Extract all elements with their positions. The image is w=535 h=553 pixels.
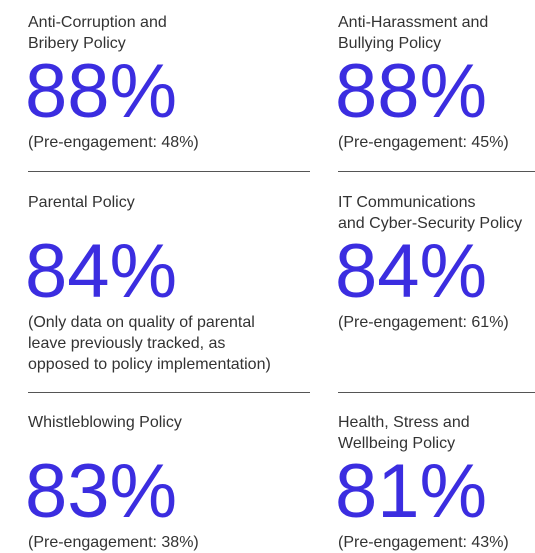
title-line: IT Communications [338,194,476,211]
title-line: Wellbeing Policy [338,435,456,452]
stat-cell: IT Communications and Cyber-Security Poli… [335,192,535,331]
title-line: Health, Stress and [338,414,470,431]
note-line: leave previously tracked, as [28,335,226,352]
note-line: (Only data on quality of parental [28,314,255,331]
stat-note: (Pre-engagement: 45%) [338,132,509,153]
stat-note: (Pre-engagement: 38%) [28,532,199,553]
stat-cell: Whistleblowing Policy 83% (Pre-engagement:… [25,412,328,551]
stat-title: IT Communications and Cyber-Security Poli… [338,192,535,234]
stat-title: Anti-Corruption and Bribery Policy [28,12,328,54]
stat-title: Health, Stress and Wellbeing Policy [338,412,535,454]
title-line: Bribery Policy [28,35,126,52]
stat-value: 81% [335,449,488,534]
title-line: Anti-Harassment and [338,14,489,31]
title-line: Anti-Corruption and [28,14,167,31]
title-line: Bullying Policy [338,35,442,52]
note-line: opposed to policy implementation) [28,356,271,373]
stat-note: (Pre-engagement: 48%) [28,132,199,153]
title-line: and Cyber-Security Policy [338,215,523,232]
divider [338,171,535,172]
stat-cell: Parental Policy 84% (Only data on quality … [25,192,328,373]
stat-value: 88% [25,49,178,134]
stat-cell: Anti-Corruption and Bribery Policy 88% (Pre… [25,12,328,151]
stat-cell: Anti-Harassment and Bullying Policy 88% (Pr… [335,12,535,151]
title-line: Whistleblowing Policy [28,414,182,431]
stat-value: 84% [25,229,178,314]
stat-note: (Pre-engagement: 61%) [338,312,509,333]
note-line: (Pre-engagement: 45%) [338,134,509,151]
divider [338,392,535,393]
stat-title: Whistleblowing Policy [28,412,328,433]
note-line: (Pre-engagement: 43%) [338,534,509,551]
stat-value: 88% [335,49,488,134]
stat-title: Anti-Harassment and Bullying Policy [338,12,535,54]
stat-note: (Pre-engagement: 43%) [338,532,509,553]
note-line: (Pre-engagement: 61%) [338,314,509,331]
note-line: (Pre-engagement: 48%) [28,134,199,151]
stat-value: 83% [25,449,178,534]
divider [28,392,310,393]
divider [28,171,310,172]
title-line: Parental Policy [28,194,135,211]
note-line: (Pre-engagement: 38%) [28,534,199,551]
stat-cell: Health, Stress and Wellbeing Policy 81% (Pr… [335,412,535,551]
stat-note: (Only data on quality of parental leave p… [28,312,271,375]
stat-title: Parental Policy [28,192,328,213]
stat-value: 84% [335,229,488,314]
